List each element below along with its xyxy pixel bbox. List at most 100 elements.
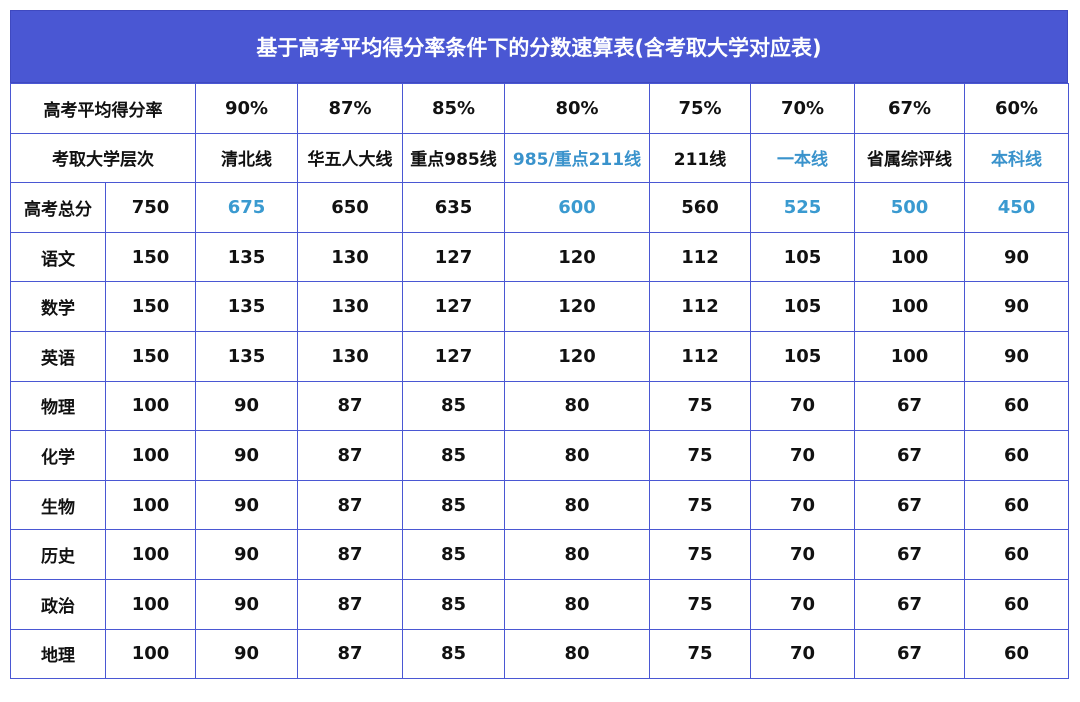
university-level-cell: 985/重点211线 <box>504 132 650 184</box>
score-cell: 67 <box>854 380 965 432</box>
score-cell: 120 <box>504 231 650 283</box>
table-row: 物理 100 90 87 85 80 75 70 67 60 <box>10 380 1069 432</box>
score-cell: 85 <box>402 479 505 531</box>
table-row: 化学 100 90 87 85 80 75 70 67 60 <box>10 430 1069 481</box>
university-level-cell: 华五人大线 <box>297 132 403 184</box>
table-title: 基于高考平均得分率条件下的分数速算表(含考取大学对应表) <box>10 10 1068 83</box>
score-cell: 70 <box>750 628 855 680</box>
subject-cell: 高考总分 <box>10 182 106 233</box>
rate-cell: 70% <box>750 83 855 134</box>
table-row: 数学 150 135 130 127 120 112 105 100 90 <box>10 281 1069 332</box>
score-cell: 105 <box>750 281 855 332</box>
score-cell: 75 <box>649 529 751 580</box>
full-score-cell: 150 <box>105 231 196 283</box>
score-cell: 87 <box>297 430 403 481</box>
score-cell: 135 <box>195 231 298 283</box>
score-cell: 67 <box>854 479 965 531</box>
score-cell: 80 <box>504 380 650 432</box>
score-cell: 90 <box>195 529 298 580</box>
score-cell: 500 <box>854 182 965 233</box>
subject-cell: 英语 <box>10 330 106 382</box>
score-cell: 85 <box>402 529 505 580</box>
score-cell: 60 <box>964 380 1069 432</box>
table-row: 地理 100 90 87 85 80 75 70 67 60 <box>10 628 1069 680</box>
table-row: 生物 100 90 87 85 80 75 70 67 60 <box>10 479 1069 531</box>
score-cell: 80 <box>504 430 650 481</box>
score-cell: 100 <box>854 330 965 382</box>
score-cell: 60 <box>964 578 1069 630</box>
score-table-container: 基于高考平均得分率条件下的分数速算表(含考取大学对应表) 高考平均得分率 90%… <box>10 10 1069 680</box>
score-cell: 87 <box>297 380 403 432</box>
score-cell: 80 <box>504 529 650 580</box>
rate-cell: 87% <box>297 83 403 134</box>
score-cell: 85 <box>402 380 505 432</box>
subject-cell: 物理 <box>10 380 106 432</box>
rate-cell: 85% <box>402 83 505 134</box>
rate-cell: 75% <box>649 83 751 134</box>
score-cell: 85 <box>402 430 505 481</box>
score-cell: 450 <box>964 182 1069 233</box>
score-cell: 75 <box>649 578 751 630</box>
university-level-cell: 本科线 <box>964 132 1069 184</box>
subject-cell: 语文 <box>10 231 106 283</box>
rate-cell: 90% <box>195 83 298 134</box>
full-score-cell: 150 <box>105 330 196 382</box>
university-level-cell: 一本线 <box>750 132 855 184</box>
university-level-label: 考取大学层次 <box>10 132 196 184</box>
score-cell: 60 <box>964 479 1069 531</box>
score-cell: 112 <box>649 281 751 332</box>
score-cell: 90 <box>195 479 298 531</box>
score-cell: 60 <box>964 529 1069 580</box>
score-cell: 120 <box>504 281 650 332</box>
score-cell: 90 <box>195 380 298 432</box>
university-level-cell: 省属综评线 <box>854 132 965 184</box>
score-cell: 90 <box>964 281 1069 332</box>
score-cell: 60 <box>964 430 1069 481</box>
full-score-cell: 100 <box>105 529 196 580</box>
score-cell: 85 <box>402 628 505 680</box>
table-row: 高考总分 750 675 650 635 600 560 525 500 450 <box>10 182 1069 233</box>
score-cell: 100 <box>854 231 965 283</box>
rate-row: 高考平均得分率 90% 87% 85% 80% 75% 70% 67% 60% <box>10 83 1069 134</box>
full-score-cell: 100 <box>105 430 196 481</box>
full-score-cell: 100 <box>105 578 196 630</box>
score-cell: 70 <box>750 430 855 481</box>
score-cell: 70 <box>750 529 855 580</box>
score-cell: 67 <box>854 430 965 481</box>
table-row: 政治 100 90 87 85 80 75 70 67 60 <box>10 578 1069 630</box>
score-cell: 67 <box>854 628 965 680</box>
university-level-cell: 重点985线 <box>402 132 505 184</box>
rate-cell: 80% <box>504 83 650 134</box>
full-score-cell: 150 <box>105 281 196 332</box>
subject-cell: 化学 <box>10 430 106 481</box>
score-cell: 120 <box>504 330 650 382</box>
score-cell: 90 <box>195 430 298 481</box>
score-cell: 135 <box>195 330 298 382</box>
university-level-row: 考取大学层次 清北线 华五人大线 重点985线 985/重点211线 211线 … <box>10 132 1069 184</box>
subject-cell: 数学 <box>10 281 106 332</box>
score-cell: 105 <box>750 330 855 382</box>
score-cell: 130 <box>297 231 403 283</box>
score-cell: 80 <box>504 578 650 630</box>
full-score-cell: 100 <box>105 628 196 680</box>
rate-cell: 60% <box>964 83 1069 134</box>
score-cell: 560 <box>649 182 751 233</box>
table-row: 历史 100 90 87 85 80 75 70 67 60 <box>10 529 1069 580</box>
score-cell: 70 <box>750 380 855 432</box>
score-cell: 90 <box>964 231 1069 283</box>
score-cell: 70 <box>750 479 855 531</box>
rate-label: 高考平均得分率 <box>10 83 196 134</box>
full-score-cell: 750 <box>105 182 196 233</box>
score-cell: 90 <box>195 578 298 630</box>
score-cell: 525 <box>750 182 855 233</box>
university-level-cell: 清北线 <box>195 132 298 184</box>
score-cell: 105 <box>750 231 855 283</box>
table-row: 英语 150 135 130 127 120 112 105 100 90 <box>10 330 1069 382</box>
subject-cell: 地理 <box>10 628 106 680</box>
full-score-cell: 100 <box>105 380 196 432</box>
university-level-cell: 211线 <box>649 132 751 184</box>
score-cell: 100 <box>854 281 965 332</box>
score-cell: 60 <box>964 628 1069 680</box>
score-table: 高考平均得分率 90% 87% 85% 80% 75% 70% 67% 60% … <box>10 83 1069 680</box>
score-cell: 675 <box>195 182 298 233</box>
